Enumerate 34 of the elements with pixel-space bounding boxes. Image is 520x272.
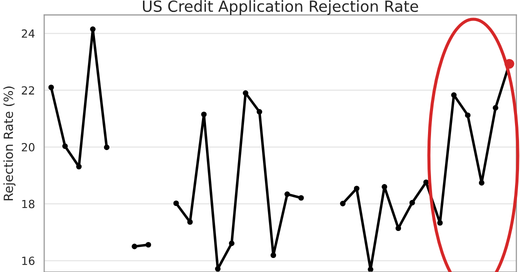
point <box>270 252 276 258</box>
point <box>187 219 193 225</box>
point <box>242 90 248 96</box>
point <box>464 112 471 118</box>
point <box>62 143 68 149</box>
point <box>104 144 110 150</box>
y-tick-label: 16 <box>22 256 34 266</box>
point <box>215 266 221 272</box>
point <box>492 105 498 111</box>
point <box>354 186 360 192</box>
point <box>284 191 290 197</box>
point <box>382 184 388 190</box>
point <box>256 109 262 115</box>
y-tick-label: 24 <box>22 29 35 38</box>
point <box>478 180 484 186</box>
y-tick-label: 18 <box>22 200 34 208</box>
point <box>201 112 207 118</box>
point <box>340 200 346 206</box>
point <box>409 200 415 206</box>
y-axis-title: Rejection Rate (%) <box>3 86 16 200</box>
point <box>228 240 234 246</box>
point <box>90 26 96 32</box>
point <box>146 242 152 248</box>
point <box>76 164 82 170</box>
point <box>298 195 304 201</box>
y-tick-label: 20 <box>22 143 34 152</box>
point <box>173 200 179 206</box>
point <box>48 84 54 90</box>
point <box>132 244 138 250</box>
point <box>368 266 374 272</box>
point <box>437 220 443 226</box>
point <box>451 92 457 98</box>
y-tick-label: 22 <box>22 86 34 94</box>
chart-title: US Credit Application Rejection Rate <box>142 0 418 15</box>
